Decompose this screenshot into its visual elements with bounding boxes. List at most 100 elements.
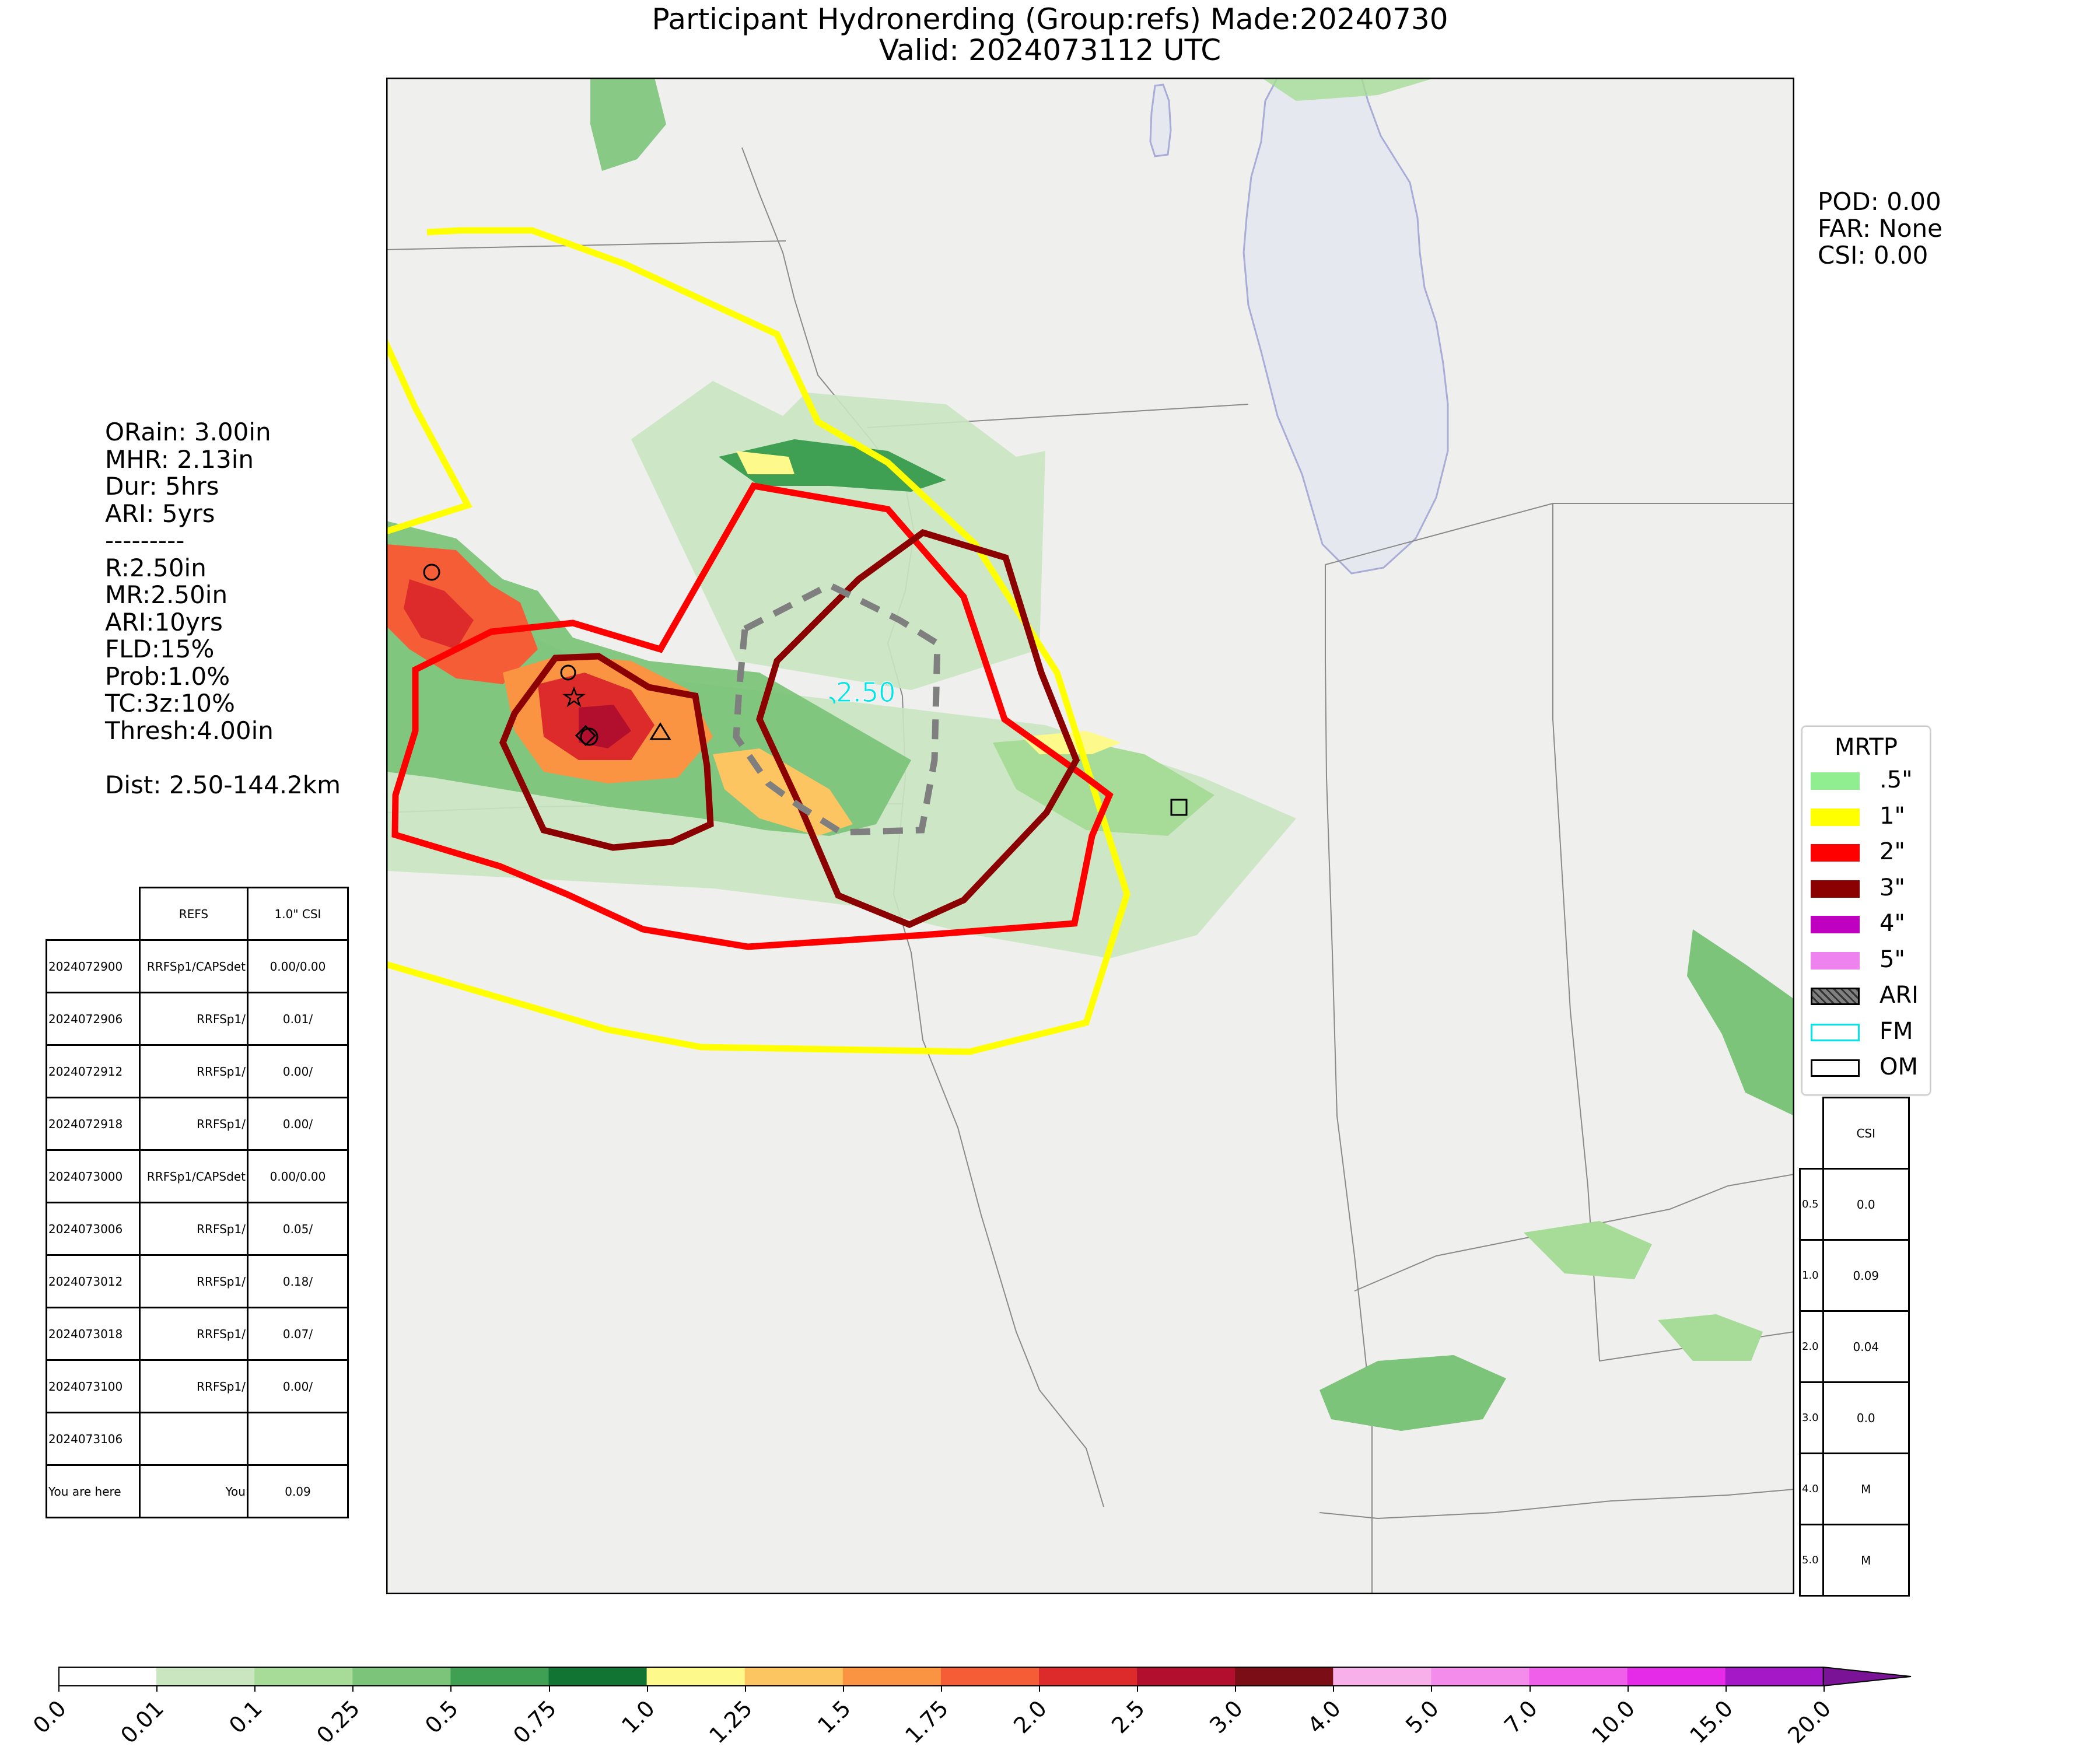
table-cell: RRFSp1/ [138, 1044, 249, 1098]
legend-label: 4" [1880, 910, 1905, 937]
colorbar-tick-mark [156, 1686, 158, 1692]
rain-stats-text: ORain: 3.00in MHR: 2.13in Dur: 5hrs ARI:… [105, 418, 341, 799]
table-row: 2024072906 RRFSp1/0.01/ [46, 992, 349, 1046]
table-header [46, 887, 141, 941]
table-row: 4.0 M [1799, 1452, 1910, 1525]
table-cell: RRFSp1/ [138, 1202, 249, 1256]
observed-point-square [1170, 799, 1188, 816]
colorbar-segment [646, 1667, 746, 1686]
table-header: CSI [1822, 1097, 1910, 1170]
colorbar-tick-mark [58, 1686, 60, 1692]
table-row: 2024072900 RRFSp1/CAPSdet 0.00/0.00 [46, 939, 349, 993]
chart-title: Participant Hydronerding (Group:refs) Ma… [652, 2, 1448, 36]
table-cell [246, 1412, 349, 1466]
table-row: 0.5 0.0 [1799, 1168, 1910, 1241]
observed-point-star [562, 686, 586, 708]
colorbar-segment [842, 1667, 942, 1686]
table-cell: 0.0 [1822, 1168, 1910, 1241]
colorbar-tick-mark [842, 1686, 844, 1692]
colorbar-tick-mark [548, 1686, 550, 1692]
table-cell: RRFSp1/ [138, 1254, 249, 1308]
table-row: 5.0 M [1799, 1524, 1910, 1597]
ari-contour [733, 581, 941, 836]
table-cell: 2024073000 [46, 1149, 141, 1203]
table-cell: 2024073012 [46, 1254, 141, 1308]
colorbar-tick-mark [1333, 1686, 1335, 1692]
colorbar-tick-mark [254, 1686, 256, 1692]
table-cell [138, 1412, 249, 1466]
legend-label: 2" [1880, 838, 1905, 865]
colorbar-segment [1235, 1667, 1334, 1686]
observed-point-triangle [649, 722, 671, 740]
colorbar-tick-label: 2.0 [1009, 1695, 1052, 1739]
table-cell: 0.00/ [246, 1097, 349, 1151]
table-cell: 0.07/ [246, 1307, 349, 1361]
table-cell: 0.09 [1822, 1239, 1910, 1312]
table-cell: 0.01/ [246, 992, 349, 1046]
table-cell: 3.0 [1799, 1381, 1824, 1454]
colorbar [58, 1666, 1913, 1688]
table-row: 2024072918 RRFSp1/0.00/ [46, 1097, 349, 1151]
colorbar-tick-mark [1627, 1686, 1629, 1692]
colorbar-tick-label: 5.0 [1401, 1695, 1444, 1739]
mrtp-3in-contour-west [499, 653, 714, 851]
legend-swatch [1811, 1023, 1860, 1041]
valid-time: Valid: 2024073112 UTC [878, 33, 1222, 67]
table-cell: 0.00/0.00 [246, 1149, 349, 1203]
table-cell: M [1822, 1524, 1910, 1597]
table-cell: 0.18/ [246, 1254, 349, 1308]
table-header: REFS [138, 887, 249, 941]
colorbar-tick-label: 0.75 [508, 1695, 561, 1749]
colorbar-segment [1725, 1667, 1824, 1686]
colorbar-tick-mark [940, 1686, 942, 1692]
table-cell: 0.0 [1822, 1381, 1910, 1454]
observed-point-diamond [575, 724, 597, 747]
table-cell: You are here [46, 1464, 141, 1518]
table-cell: 0.00/0.00 [246, 939, 349, 993]
mrtp-legend: MRTP .5" 1" 2" 3" 4" 5" ARI FM OM [1801, 726, 1931, 1096]
colorbar-tick-mark [1431, 1686, 1433, 1692]
map-frame [386, 77, 1795, 1595]
colorbar-tick-label: 1.25 [704, 1695, 757, 1749]
table-cell: RRFSp1/ [138, 1359, 249, 1413]
small-lake [1149, 83, 1172, 158]
table-cell: 2.0 [1799, 1310, 1824, 1383]
csi-table: CSI 0.5 0.0 1.0 0.09 2.0 0.04 3.0 0.0 4.0 M 5.0 M [1799, 1097, 1910, 1597]
colorbar-tick-mark [1039, 1686, 1040, 1692]
colorbar-tick-mark [646, 1686, 648, 1692]
table-row: 2024073100 RRFSp1/0.00/ [46, 1359, 349, 1413]
colorbar-segment [1529, 1667, 1628, 1686]
colorbar-tick-mark [1823, 1686, 1825, 1692]
table-cell: 2024073018 [46, 1307, 141, 1361]
colorbar-segment [1431, 1667, 1530, 1686]
colorbar-segment [58, 1667, 157, 1686]
table-header: 1.0" CSI [246, 887, 349, 941]
colorbar-tick-mark [1137, 1686, 1139, 1692]
table-row: 2024073018 RRFSp1/0.07/ [46, 1307, 349, 1361]
lake-michigan [1242, 78, 1449, 575]
legend-label: 1" [1880, 802, 1905, 830]
table-cell: 2024073106 [46, 1412, 141, 1466]
table-cell: RRFSp1/ [138, 1307, 249, 1361]
legend-swatch [1811, 772, 1860, 790]
colorbar-segment [548, 1667, 648, 1686]
colorbar-tick-mark [1235, 1686, 1237, 1692]
verification-scores: POD: 0.00 FAR: None CSI: 0.00 [1818, 187, 1943, 270]
table-cell: 2024072906 [46, 992, 141, 1046]
colorbar-segment [1039, 1667, 1138, 1686]
mrtp-1in-contour [386, 227, 1130, 1055]
legend-swatch [1811, 916, 1860, 933]
table-row: 2024073106 [46, 1412, 349, 1466]
table-row: 2024073000 RRFSp1/CAPSdet 0.00/0.00 [46, 1149, 349, 1203]
colorbar-segment [1137, 1667, 1236, 1686]
colorbar-tick-label: 2.5 [1107, 1695, 1150, 1739]
guidance-table: REFS 1.0" CSI 2024072900 RRFSp1/CAPSdet 0.00… [46, 887, 349, 1518]
legend-label: 3" [1880, 874, 1905, 901]
table-cell: 0.00/ [246, 1359, 349, 1413]
table-row: 2.0 0.04 [1799, 1310, 1910, 1383]
legend-label: .5" [1880, 766, 1913, 793]
table-row: 3.0 0.0 [1799, 1381, 1910, 1454]
colorbar-tick-label: 7.0 [1499, 1695, 1542, 1739]
observed-point-circle [423, 564, 440, 581]
colorbar-tick-label: 3.0 [1205, 1695, 1248, 1739]
